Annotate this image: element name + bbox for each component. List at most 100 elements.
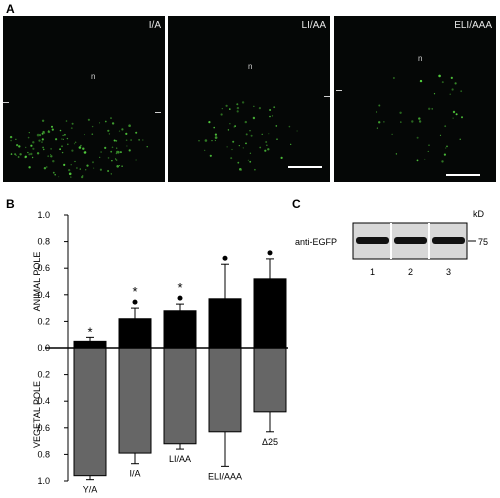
fluorescent-speck (16, 144, 19, 147)
fluorescent-speck (32, 141, 35, 144)
pole-tick-left (336, 90, 342, 91)
band-lane-2 (394, 237, 427, 244)
fluorescent-speck (269, 109, 272, 111)
bar-vegetal (253, 347, 287, 413)
fluorescent-speck (146, 146, 148, 148)
fluorescent-speck (232, 140, 235, 143)
marker-label: 75 (478, 237, 488, 247)
bar-animal (208, 298, 242, 349)
fluorescent-speck (107, 157, 110, 159)
fluorescent-speck (450, 76, 453, 79)
fluorescent-speck (54, 173, 56, 176)
fluorescent-speck (204, 149, 206, 151)
fluorescent-speck (428, 107, 431, 111)
ylabel-vegetal-pole: VEGETAL POLE (32, 381, 42, 448)
fluorescent-speck (264, 149, 267, 152)
fluorescent-speck (214, 133, 217, 136)
fluorescent-speck (439, 134, 442, 136)
fluorescent-speck (91, 125, 94, 128)
fluorescent-speck (452, 117, 454, 119)
fluorescent-speck (395, 153, 398, 155)
fluorescent-speck (50, 148, 52, 150)
scale-bar (446, 174, 480, 176)
fluorescent-speck (253, 105, 255, 107)
fluorescent-speck (214, 136, 218, 139)
fluorescent-speck (230, 157, 233, 160)
fluorescent-speck (111, 146, 114, 149)
fluorescent-speck (81, 176, 84, 179)
fluorescent-speck (28, 132, 30, 134)
fluorescent-speck (250, 134, 253, 137)
fluorescent-speck (418, 117, 421, 120)
fluorescent-speck (93, 167, 95, 169)
fluorescent-speck (391, 133, 393, 135)
y-tick-label: 0.4 (37, 290, 50, 300)
fluorescent-speck (266, 144, 268, 146)
fluorescent-speck (229, 123, 231, 125)
fluorescent-speck (116, 150, 119, 154)
band-lane-1 (356, 237, 389, 244)
fluorescent-speck (30, 144, 33, 147)
fluorescent-speck (104, 120, 107, 123)
fluorescent-speck (41, 141, 43, 143)
pole-tick-right (324, 96, 330, 97)
fluorescent-speck (31, 156, 34, 159)
y-tick-label: 0.8 (37, 237, 50, 247)
fluorescent-speck (214, 139, 216, 142)
fluorescent-speck (19, 153, 22, 156)
fluorescent-speck (115, 158, 117, 160)
fluorescent-speck (52, 171, 55, 174)
fluorescent-speck (204, 139, 208, 142)
category-label: Δ25 (262, 437, 278, 447)
fluorescent-speck (51, 128, 54, 131)
panel-letter-c: C (292, 197, 301, 211)
fluorescent-speck (128, 149, 131, 152)
fluorescent-speck (119, 165, 121, 167)
fluorescent-speck (10, 153, 13, 155)
bar-animal (163, 310, 197, 349)
fluorescent-speck (63, 163, 66, 166)
fluorescent-speck (455, 113, 458, 116)
fluorescent-speck (268, 133, 270, 135)
fluorescent-speck (238, 145, 240, 147)
y-tick-label: 0.8 (37, 449, 50, 459)
y-tick-label: 1.0 (37, 476, 50, 486)
fluorescent-speck (70, 127, 73, 129)
significance-dot (222, 255, 228, 261)
fluorescent-speck (249, 130, 251, 132)
fluorescent-speck (71, 149, 74, 152)
fluorescent-speck (211, 140, 213, 142)
fluorescent-speck (416, 136, 419, 139)
western-blot: kD anti-EGFP 75 1 2 3 (295, 209, 488, 277)
fluorescence-dots-1 (9, 117, 148, 179)
micrograph-3: ELI/AAA n (334, 16, 496, 182)
y-tick-label: 0.4 (37, 396, 50, 406)
y-tick-label: 0.0 (37, 343, 50, 353)
fluorescent-speck (110, 150, 113, 153)
fluorescent-speck (236, 110, 239, 113)
bar-vegetal (73, 347, 107, 477)
fluorescent-speck (27, 136, 30, 139)
fluorescent-speck (58, 176, 60, 178)
fluorescent-speck (135, 131, 138, 134)
lane-label-1: 1 (370, 267, 375, 277)
fluorescent-speck (445, 147, 447, 149)
micrograph-2: LI/AA n (168, 16, 330, 182)
panel-letter-b: B (6, 197, 15, 211)
fluorescent-speck (27, 151, 29, 154)
fluorescent-speck (64, 133, 66, 136)
fluorescent-speck (290, 143, 292, 145)
fluorescent-speck (227, 129, 230, 131)
fluorescent-speck (61, 151, 64, 154)
fluorescent-speck (213, 126, 215, 129)
fluorescent-speck (76, 167, 78, 169)
fluorescent-speck (378, 104, 381, 107)
fluorescent-speck (273, 106, 276, 109)
fluorescent-speck (383, 121, 385, 123)
fluorescent-speck (240, 169, 242, 171)
fluorescent-speck (209, 154, 212, 157)
fluorescent-speck (82, 147, 85, 150)
fluorescent-speck (86, 164, 89, 167)
fluorescent-speck (416, 159, 419, 162)
fluorescent-speck (36, 133, 40, 137)
